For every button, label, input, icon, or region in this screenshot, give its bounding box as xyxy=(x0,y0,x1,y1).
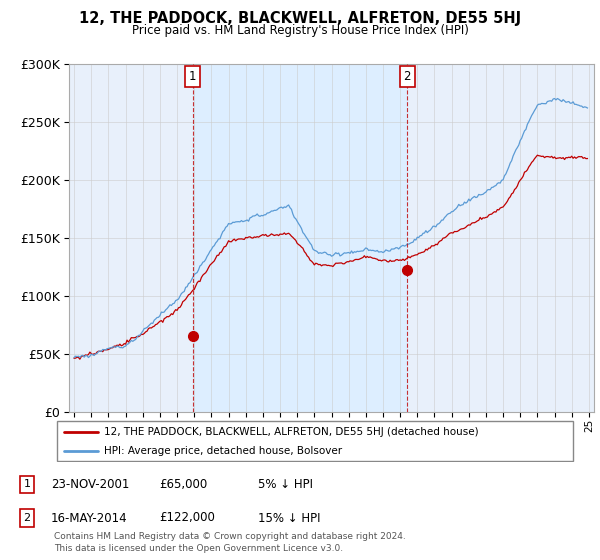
FancyBboxPatch shape xyxy=(56,421,574,461)
Text: 23-NOV-2001: 23-NOV-2001 xyxy=(51,478,130,491)
Text: HPI: Average price, detached house, Bolsover: HPI: Average price, detached house, Bols… xyxy=(104,446,342,456)
Text: 1: 1 xyxy=(23,479,31,489)
Text: 16-MAY-2014: 16-MAY-2014 xyxy=(51,511,128,525)
Text: 2: 2 xyxy=(404,70,411,83)
Text: 12, THE PADDOCK, BLACKWELL, ALFRETON, DE55 5HJ: 12, THE PADDOCK, BLACKWELL, ALFRETON, DE… xyxy=(79,11,521,26)
Text: 1: 1 xyxy=(189,70,197,83)
Text: 12, THE PADDOCK, BLACKWELL, ALFRETON, DE55 5HJ (detached house): 12, THE PADDOCK, BLACKWELL, ALFRETON, DE… xyxy=(104,427,478,437)
Text: 5% ↓ HPI: 5% ↓ HPI xyxy=(258,478,313,491)
Text: Contains HM Land Registry data © Crown copyright and database right 2024.
This d: Contains HM Land Registry data © Crown c… xyxy=(54,533,406,553)
Text: 2: 2 xyxy=(23,513,31,523)
Text: £65,000: £65,000 xyxy=(159,478,207,491)
Text: £122,000: £122,000 xyxy=(159,511,215,525)
Bar xyxy=(193,64,407,412)
Text: Price paid vs. HM Land Registry's House Price Index (HPI): Price paid vs. HM Land Registry's House … xyxy=(131,24,469,36)
Text: 15% ↓ HPI: 15% ↓ HPI xyxy=(258,511,320,525)
